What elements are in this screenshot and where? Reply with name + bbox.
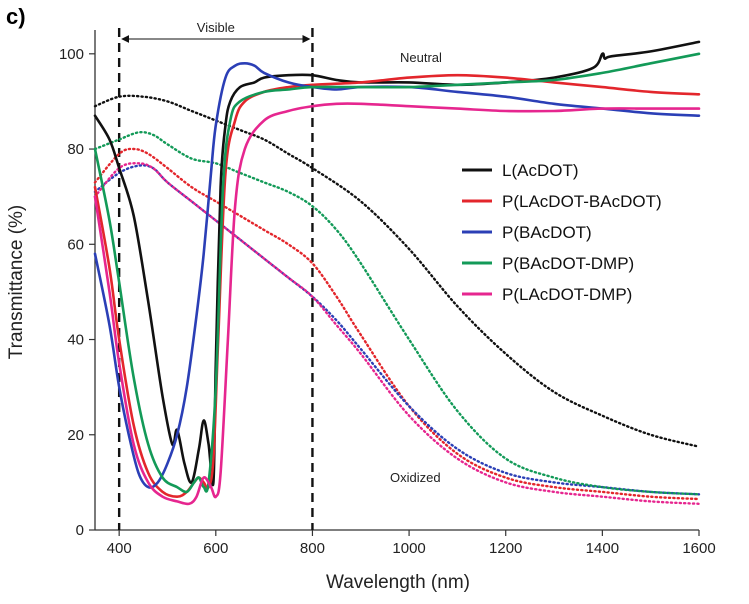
series-line xyxy=(93,130,701,496)
series-line xyxy=(93,147,701,501)
series-line xyxy=(93,102,701,506)
neutral-label: Neutral xyxy=(400,50,442,65)
neutral-series-group xyxy=(93,40,701,506)
legend-entry: P(LAcDOT-DMP) xyxy=(502,285,632,304)
y-tick-label: 100 xyxy=(59,46,84,63)
x-tick-label: 1200 xyxy=(489,540,522,557)
x-tick-label: 1600 xyxy=(682,540,715,557)
series-line xyxy=(93,164,701,496)
legend-entry: L(AcDOT) xyxy=(502,161,579,180)
legend: L(AcDOT) P(LAcDOT-BAcDOT) P(BAcDOT) P(BAcDO… xyxy=(462,161,662,304)
oxidized-series-group xyxy=(93,94,701,505)
legend-entry: P(BAcDOT-DMP) xyxy=(502,254,634,273)
y-tick-label: 40 xyxy=(67,332,84,349)
legend-entry: P(BAcDOT) xyxy=(502,223,592,242)
visible-label: Visible xyxy=(197,20,235,35)
oxidized-label: Oxidized xyxy=(390,470,441,485)
x-tick-label: 1000 xyxy=(392,540,425,557)
y-tick-label: 0 xyxy=(76,522,84,539)
x-tick-label: 400 xyxy=(107,540,132,557)
series-line xyxy=(93,94,701,448)
visible-region-markers: Visible xyxy=(117,20,314,530)
x-axis-title: Wavelength (nm) xyxy=(326,572,470,593)
axes xyxy=(94,30,699,531)
panel-label: c) xyxy=(6,4,26,29)
y-tick-label: 20 xyxy=(67,427,84,444)
series-line xyxy=(93,162,701,505)
y-tick-label: 60 xyxy=(67,236,84,253)
x-tick-label: 600 xyxy=(203,540,228,557)
x-tick-label: 1400 xyxy=(586,540,619,557)
y-axis-title: Transmittance (%) xyxy=(6,205,27,360)
x-tick-label: 800 xyxy=(300,540,325,557)
series-line xyxy=(93,52,701,494)
x-ticks: 400 600 800 1000 1200 1400 1600 xyxy=(107,530,716,557)
series-line xyxy=(93,62,701,489)
series-line xyxy=(93,40,701,487)
y-ticks: 0 20 40 60 80 100 xyxy=(59,46,95,539)
legend-entry: P(LAcDOT-BAcDOT) xyxy=(502,192,662,211)
y-tick-label: 80 xyxy=(67,141,84,158)
